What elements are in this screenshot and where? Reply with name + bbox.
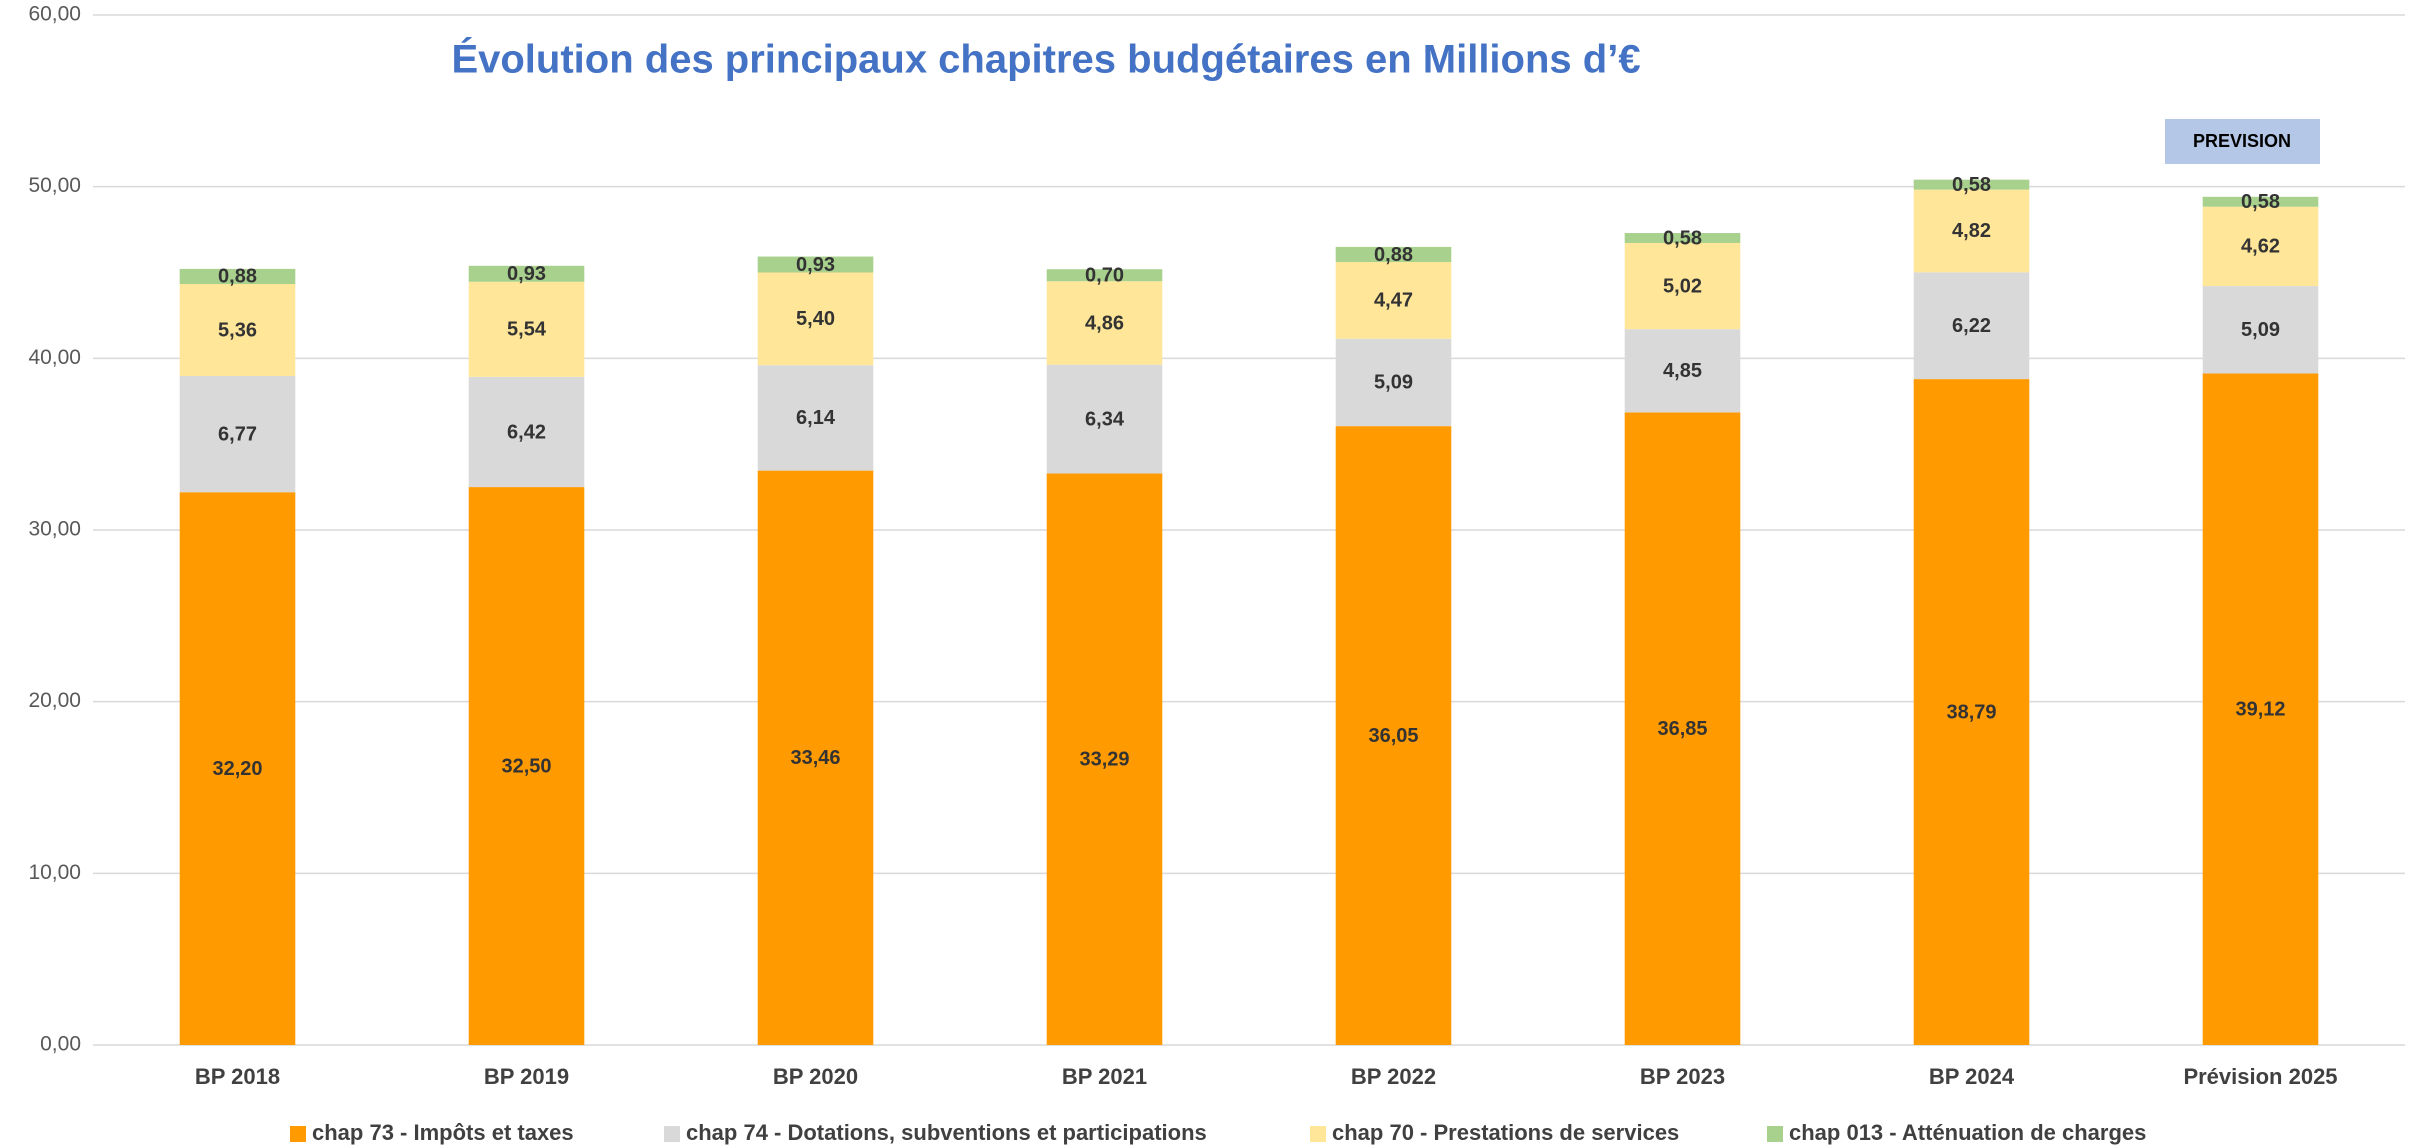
bar-segment bbox=[757, 470, 874, 1045]
data-label: 0,93 bbox=[507, 263, 546, 285]
data-label: 6,42 bbox=[507, 421, 546, 443]
data-label: 6,14 bbox=[796, 407, 836, 429]
bar-segment bbox=[2202, 196, 2319, 207]
chart-title: Évolution des principaux chapitres budgé… bbox=[451, 37, 1640, 82]
legend-swatch bbox=[1767, 1126, 1783, 1142]
x-tick-label: BP 2024 bbox=[1929, 1064, 2015, 1089]
bar-segment bbox=[179, 492, 296, 1045]
data-label: 32,20 bbox=[212, 758, 262, 780]
y-tick-label: 30,00 bbox=[28, 518, 81, 541]
bar-segment bbox=[1624, 233, 1741, 243]
bar-segment bbox=[1624, 412, 1741, 1045]
bar-segment bbox=[468, 487, 585, 1045]
bar-segment bbox=[468, 265, 585, 282]
legend-label: chap 70 - Prestations de services bbox=[1332, 1120, 1679, 1145]
bar-segment bbox=[179, 284, 296, 377]
bar-segment bbox=[1046, 281, 1163, 365]
bar-segment bbox=[1335, 262, 1452, 339]
bar-segment bbox=[1913, 272, 2030, 380]
y-tick-label: 40,00 bbox=[28, 346, 81, 369]
data-label: 5,40 bbox=[796, 308, 835, 330]
bar-segment bbox=[468, 376, 585, 488]
bar-segment bbox=[179, 376, 296, 493]
y-tick-label: 10,00 bbox=[28, 861, 81, 884]
bar-segment bbox=[1335, 338, 1452, 427]
x-tick-label: BP 2022 bbox=[1351, 1064, 1436, 1089]
bar-segment bbox=[757, 256, 874, 273]
bar-segment bbox=[468, 281, 585, 377]
bar-segment bbox=[1046, 473, 1163, 1045]
legend-swatch bbox=[664, 1126, 680, 1142]
data-label: 0,93 bbox=[796, 254, 835, 276]
y-tick-label: 20,00 bbox=[28, 689, 81, 712]
data-label: 32,50 bbox=[501, 755, 551, 777]
x-tick-label: BP 2018 bbox=[195, 1064, 280, 1089]
bar-segment bbox=[1624, 242, 1741, 330]
y-tick-label: 60,00 bbox=[28, 3, 81, 26]
legend-label: chap 013 - Atténuation de charges bbox=[1789, 1120, 2146, 1145]
data-label: 4,85 bbox=[1663, 360, 1702, 382]
bar-segment bbox=[1913, 379, 2030, 1046]
bar-segment bbox=[1913, 179, 2030, 190]
data-label: 0,88 bbox=[218, 266, 257, 288]
bar-segment bbox=[1624, 329, 1741, 413]
annotation-box bbox=[2165, 119, 2320, 164]
data-label: 33,46 bbox=[790, 747, 840, 769]
bar-segment bbox=[1046, 269, 1163, 282]
data-label: 0,58 bbox=[1952, 174, 1991, 196]
legend-item: chap 013 - Atténuation de charges bbox=[1767, 1120, 2146, 1145]
bar-segment bbox=[2202, 206, 2319, 287]
legend-item: chap 73 - Impôts et taxes bbox=[290, 1120, 574, 1145]
bar-segment bbox=[179, 268, 296, 285]
data-label: 6,34 bbox=[1085, 408, 1125, 430]
data-label: 5,02 bbox=[1663, 275, 1702, 297]
x-tick-label: BP 2020 bbox=[773, 1064, 858, 1089]
bar-segment bbox=[2202, 373, 2319, 1045]
data-label: 38,79 bbox=[1946, 701, 1996, 723]
legend-item: chap 70 - Prestations de services bbox=[1310, 1120, 1679, 1145]
data-label: 4,82 bbox=[1952, 220, 1991, 242]
data-label: 4,86 bbox=[1085, 312, 1124, 334]
x-tick-label: BP 2021 bbox=[1062, 1064, 1147, 1089]
data-label: 0,58 bbox=[1663, 227, 1702, 249]
bar-segment bbox=[1335, 246, 1452, 263]
bar-segment bbox=[1913, 189, 2030, 273]
data-label: 39,12 bbox=[2235, 699, 2285, 721]
x-tick-label: Prévision 2025 bbox=[2183, 1064, 2337, 1089]
legend-swatch bbox=[290, 1126, 306, 1142]
bar-segment bbox=[1335, 426, 1452, 1045]
data-label: 4,47 bbox=[1374, 290, 1413, 312]
legend-swatch bbox=[1310, 1126, 1326, 1142]
data-label: 36,05 bbox=[1368, 725, 1418, 747]
y-tick-label: 50,00 bbox=[28, 174, 81, 197]
bar-segment bbox=[1046, 364, 1163, 474]
legend-label: chap 74 - Dotations, subventions et part… bbox=[686, 1120, 1207, 1145]
data-label: 0,70 bbox=[1085, 265, 1124, 287]
data-label: 5,09 bbox=[2241, 319, 2280, 341]
x-tick-label: BP 2023 bbox=[1640, 1064, 1725, 1089]
data-label: 5,36 bbox=[218, 319, 257, 341]
data-label: 6,77 bbox=[218, 423, 257, 445]
data-label: 5,54 bbox=[507, 319, 547, 341]
data-label: 5,09 bbox=[1374, 372, 1413, 394]
x-tick-label: BP 2019 bbox=[484, 1064, 569, 1089]
legend-item: chap 74 - Dotations, subventions et part… bbox=[664, 1120, 1207, 1145]
data-label: 0,58 bbox=[2241, 191, 2280, 213]
data-label: 36,85 bbox=[1657, 718, 1707, 740]
data-label: 0,88 bbox=[1374, 244, 1413, 266]
bar-segment bbox=[2202, 286, 2319, 374]
y-tick-label: 0,00 bbox=[40, 1033, 81, 1056]
data-label: 33,29 bbox=[1079, 749, 1129, 771]
annotation: PREVISION bbox=[2193, 131, 2291, 151]
legend-label: chap 73 - Impôts et taxes bbox=[312, 1120, 574, 1145]
data-label: 4,62 bbox=[2241, 236, 2280, 258]
bar-segment bbox=[757, 272, 874, 366]
data-label: 6,22 bbox=[1952, 315, 1991, 337]
bar-segment bbox=[757, 365, 874, 471]
